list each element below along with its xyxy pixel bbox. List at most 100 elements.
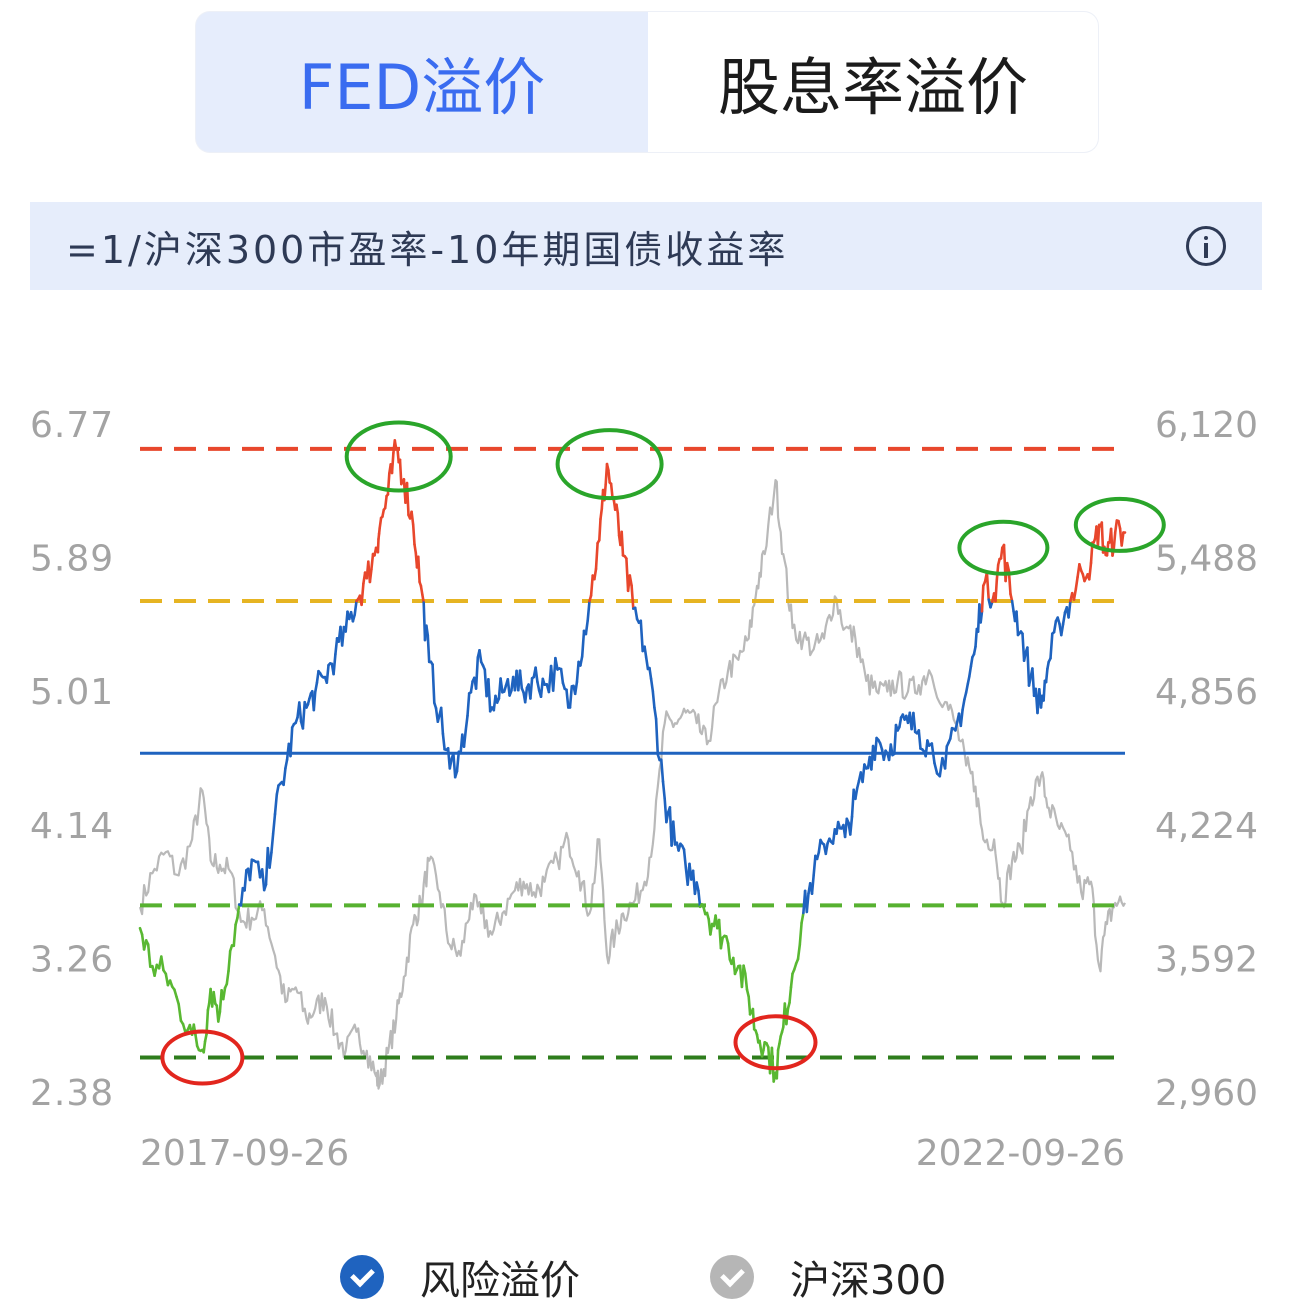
series-segment-premium <box>654 717 660 756</box>
series-segment-premium <box>1074 575 1079 591</box>
info-icon[interactable] <box>1186 226 1226 266</box>
series-segment-premium <box>964 682 970 694</box>
series-segment-premium <box>607 468 612 484</box>
series-segment-premium <box>649 677 655 693</box>
series-segment-premium <box>967 665 973 678</box>
series-segment-premium <box>800 911 805 925</box>
series-segment-premium <box>1026 646 1031 687</box>
y-left-tick-label: 3.26 <box>30 939 114 980</box>
annotation-circle-peak <box>1073 496 1166 553</box>
legend-label: 沪深300 <box>790 1258 947 1304</box>
series-segment-premium <box>551 656 557 692</box>
series-segment-premium <box>980 584 985 613</box>
series-segment-premium <box>747 995 752 1016</box>
series-segment-premium <box>1052 619 1058 634</box>
tab-dividend-premium[interactable]: 股息率溢价 <box>648 12 1098 152</box>
check-icon <box>340 1255 384 1299</box>
y-right-tick-label: 2,960 <box>1155 1073 1258 1114</box>
series-segment-premium <box>959 708 964 728</box>
series-segment-premium <box>518 669 524 690</box>
series-segment-premium <box>313 681 319 694</box>
series-segment-premium <box>671 820 677 846</box>
series-segment-premium <box>353 599 358 616</box>
series-segment-premium <box>743 972 749 991</box>
series-segment-premium <box>413 543 418 555</box>
series-segment-premium <box>954 720 959 732</box>
formula-text: =1/沪深300市盈率-10年期国债收益率 <box>66 227 789 272</box>
series-segment-premium <box>284 758 289 770</box>
series-segment-premium <box>398 458 403 486</box>
series-segment-premium <box>431 663 436 705</box>
series-segment-premium <box>1088 561 1093 581</box>
series-segment-premium <box>411 523 416 546</box>
premium-tabs: FED溢价 股息率溢价 <box>196 12 1098 152</box>
series-segment-premium <box>644 656 650 671</box>
series-segment-premium <box>898 716 903 729</box>
series-segment-premium <box>420 593 426 604</box>
series-segment-premium <box>594 541 599 571</box>
series-segment-premium <box>653 706 658 721</box>
series-segment-premium <box>275 784 280 796</box>
series-segment-premium <box>271 812 277 835</box>
legend-item-hs300[interactable]: 沪深300 <box>710 1248 946 1306</box>
series-segment-premium <box>1112 531 1117 550</box>
series-segment-premium <box>464 714 469 732</box>
series-segment-premium <box>243 868 248 892</box>
y-right-tick-label: 6,120 <box>1155 405 1258 446</box>
tab-fed-premium[interactable]: FED溢价 <box>196 12 648 152</box>
series-segment-premium <box>985 571 991 601</box>
series-segment-premium <box>1010 599 1015 613</box>
y-right-tick-label: 4,856 <box>1155 672 1258 713</box>
series-segment-premium <box>912 711 917 734</box>
series-segment-premium <box>534 666 539 684</box>
series-segment-premium <box>697 889 702 909</box>
series-segment-premium <box>273 793 279 816</box>
series-segment-premium <box>217 1010 222 1023</box>
y-left-tick-label: 5.89 <box>30 539 114 580</box>
x-tick-label: 2017-09-26 <box>140 1133 349 1174</box>
series-segment-premium <box>665 810 670 824</box>
series-segment-premium <box>469 680 474 694</box>
series-segment-premium <box>917 729 922 750</box>
annotation-circle-trough <box>733 1014 818 1071</box>
series-segment-premium <box>943 745 949 770</box>
series-segment-premium <box>589 574 595 597</box>
series-segment-premium <box>297 701 303 723</box>
series-segment-premium <box>499 677 504 694</box>
series-segment-premium <box>979 610 984 624</box>
series-segment-premium <box>523 686 529 704</box>
series-segment-premium <box>425 624 430 637</box>
series-segment-premium <box>1049 632 1054 660</box>
series-segment-premium <box>1067 599 1072 619</box>
series-segment-premium <box>616 511 621 537</box>
series-segment-premium <box>448 757 453 770</box>
series-segment-premium <box>848 815 854 836</box>
series-segment-premium <box>177 1002 183 1023</box>
series-segment-premium <box>573 680 579 696</box>
series-segment-premium <box>873 736 878 762</box>
series-segment-premium <box>854 786 859 801</box>
series-segment-premium <box>474 656 480 690</box>
series-segment-premium <box>1096 523 1101 547</box>
series-segment-premium <box>639 619 645 653</box>
series-segment-premium <box>390 451 395 475</box>
series-segment-premium <box>648 666 653 681</box>
legend-item-premium[interactable]: 风险溢价 <box>340 1248 580 1306</box>
series-segment-premium <box>742 964 747 975</box>
series-segment-premium <box>651 689 656 709</box>
series-segment-premium <box>146 943 152 969</box>
series-segment-premium <box>593 567 598 581</box>
series-segment-premium <box>376 537 380 554</box>
series-segment-premium <box>212 990 217 1006</box>
series-segment-premium <box>478 648 483 664</box>
series-segment-premium <box>695 881 700 892</box>
series-segment-premium <box>568 685 574 709</box>
series-segment-premium <box>559 667 565 685</box>
annotation-circle-peak <box>957 519 1050 576</box>
series-segment-premium <box>810 873 816 896</box>
check-icon <box>710 1255 754 1299</box>
series-segment-premium <box>416 555 421 584</box>
series-segment-premium <box>378 516 383 530</box>
annotation-circle-peak <box>555 428 664 501</box>
series-segment-premium <box>974 627 979 649</box>
